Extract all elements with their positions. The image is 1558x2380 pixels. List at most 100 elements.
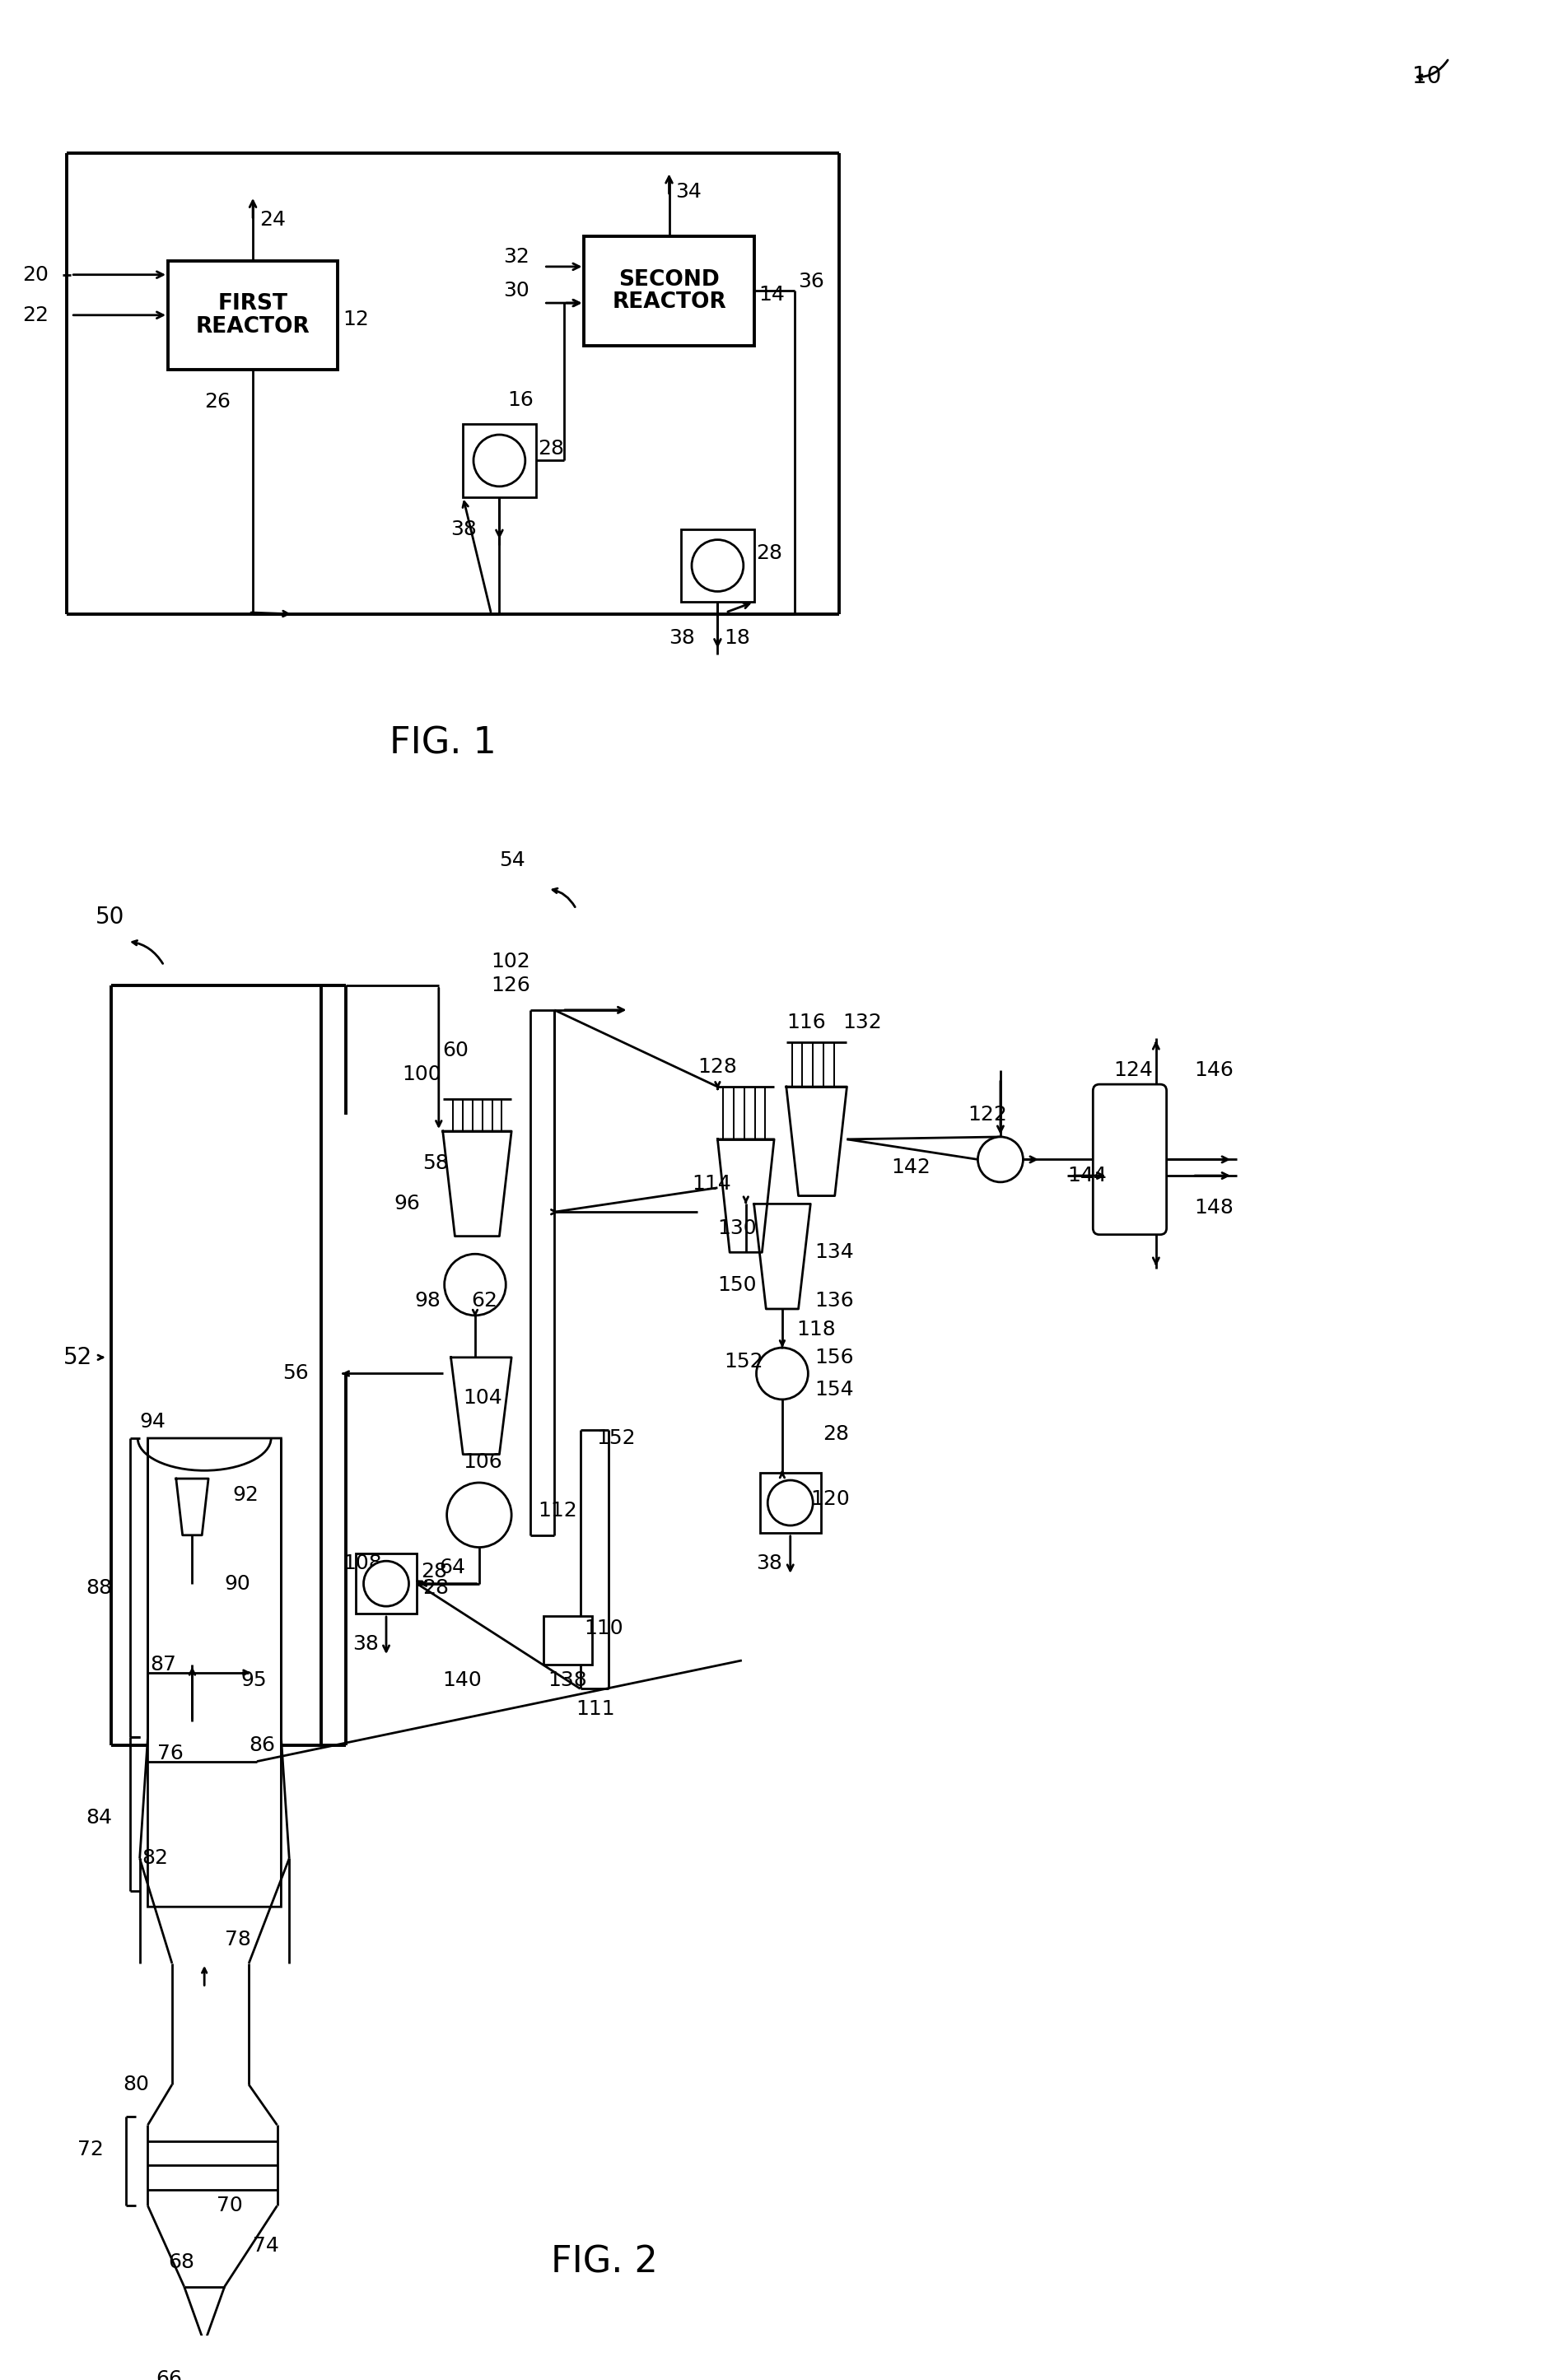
Text: 122: 122 — [968, 1104, 1008, 1126]
Text: 132: 132 — [843, 1012, 882, 1033]
Text: 58: 58 — [422, 1154, 449, 1173]
Text: 32: 32 — [503, 248, 530, 267]
Text: 140: 140 — [442, 1671, 481, 1690]
Text: 62: 62 — [471, 1290, 497, 1311]
Circle shape — [474, 436, 525, 486]
Text: 156: 156 — [815, 1347, 854, 1366]
Bar — [168, 259, 338, 369]
Text: 70: 70 — [217, 2197, 243, 2216]
Text: 72: 72 — [78, 2140, 104, 2159]
Text: 54: 54 — [500, 850, 525, 871]
Text: 154: 154 — [815, 1380, 854, 1399]
Text: 150: 150 — [718, 1276, 757, 1295]
Text: 136: 136 — [815, 1290, 854, 1311]
Circle shape — [978, 1138, 1024, 1183]
Text: 28: 28 — [756, 543, 782, 564]
Text: FIG. 2: FIG. 2 — [552, 2244, 657, 2280]
Bar — [681, 528, 754, 602]
Text: 124: 124 — [1114, 1061, 1153, 1081]
Text: 34: 34 — [676, 181, 701, 202]
Text: 50: 50 — [95, 904, 125, 928]
Text: 52: 52 — [62, 1347, 92, 1368]
Text: REACTOR: REACTOR — [612, 290, 726, 312]
FancyBboxPatch shape — [1094, 1085, 1167, 1235]
Text: SECOND: SECOND — [619, 269, 720, 290]
Text: 60: 60 — [442, 1040, 469, 1059]
Text: 128: 128 — [698, 1057, 737, 1076]
Text: 78: 78 — [224, 1930, 251, 1949]
Text: 146: 146 — [1195, 1061, 1234, 1081]
Text: 116: 116 — [787, 1012, 826, 1033]
Text: 18: 18 — [724, 628, 751, 647]
Text: REACTOR: REACTOR — [196, 317, 310, 338]
Text: 84: 84 — [86, 1809, 112, 1828]
Circle shape — [444, 1254, 506, 1316]
Text: 80: 80 — [123, 2075, 150, 2094]
Text: 144: 144 — [1067, 1166, 1106, 1185]
Text: 98: 98 — [414, 1290, 441, 1311]
Text: 38: 38 — [668, 628, 695, 647]
Text: 30: 30 — [503, 281, 530, 300]
Text: 86: 86 — [249, 1735, 276, 1754]
Text: 120: 120 — [810, 1490, 849, 1509]
Text: 28: 28 — [823, 1423, 849, 1445]
Text: 126: 126 — [491, 976, 531, 995]
Text: 114: 114 — [692, 1173, 731, 1195]
Text: 36: 36 — [798, 271, 824, 290]
Text: 152: 152 — [597, 1428, 636, 1447]
Text: 82: 82 — [142, 1849, 168, 1868]
Text: 104: 104 — [463, 1388, 502, 1407]
Text: 56: 56 — [282, 1364, 308, 1383]
Bar — [355, 1554, 416, 1614]
Text: 12: 12 — [343, 309, 369, 328]
Text: FIG. 1: FIG. 1 — [390, 726, 495, 762]
Text: 88: 88 — [86, 1578, 112, 1597]
Text: 138: 138 — [548, 1671, 587, 1690]
Circle shape — [756, 1347, 809, 1399]
Text: 102: 102 — [491, 952, 531, 971]
Text: 76: 76 — [157, 1745, 184, 1764]
Text: 10: 10 — [1413, 64, 1441, 88]
Text: 106: 106 — [463, 1452, 502, 1473]
Bar — [584, 236, 754, 345]
Text: 68: 68 — [168, 2251, 195, 2273]
Text: 16: 16 — [508, 390, 534, 409]
Text: 110: 110 — [584, 1618, 623, 1637]
Text: 112: 112 — [538, 1502, 578, 1521]
Text: 26: 26 — [204, 393, 231, 412]
Text: 87: 87 — [150, 1654, 176, 1676]
Text: 38: 38 — [756, 1554, 782, 1573]
Text: 96: 96 — [394, 1195, 421, 1214]
Text: 95: 95 — [241, 1671, 266, 1690]
Text: 111: 111 — [576, 1699, 615, 1718]
Bar — [463, 424, 536, 497]
Text: 38: 38 — [352, 1635, 379, 1654]
Text: 92: 92 — [232, 1485, 259, 1504]
Text: 108: 108 — [343, 1554, 382, 1573]
Text: 24: 24 — [259, 209, 285, 231]
Text: 14: 14 — [759, 286, 785, 305]
Bar — [760, 1473, 821, 1533]
Text: 64: 64 — [439, 1557, 466, 1578]
Text: 130: 130 — [718, 1219, 757, 1238]
Text: 118: 118 — [796, 1319, 837, 1340]
Text: 20: 20 — [22, 264, 48, 286]
Circle shape — [363, 1561, 408, 1607]
FancyBboxPatch shape — [148, 1438, 280, 1906]
Text: 142: 142 — [891, 1157, 930, 1178]
Text: 28: 28 — [538, 438, 564, 459]
Circle shape — [768, 1480, 813, 1526]
Text: 134: 134 — [815, 1242, 854, 1261]
Circle shape — [447, 1483, 511, 1547]
Text: 28: 28 — [422, 1578, 449, 1597]
Text: 152: 152 — [724, 1352, 763, 1371]
Text: 148: 148 — [1195, 1197, 1234, 1219]
Text: 74: 74 — [252, 2237, 279, 2256]
Text: 66: 66 — [156, 2370, 182, 2380]
Text: 38: 38 — [450, 519, 477, 540]
Text: 90: 90 — [224, 1573, 251, 1595]
Text: 22: 22 — [22, 305, 48, 326]
Circle shape — [692, 540, 743, 593]
Text: 94: 94 — [140, 1411, 167, 1433]
Text: 28: 28 — [421, 1561, 447, 1580]
